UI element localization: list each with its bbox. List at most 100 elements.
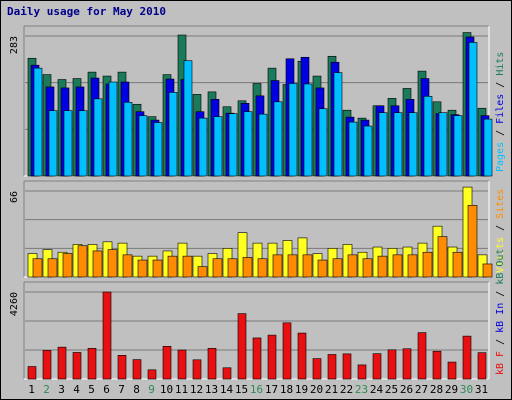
day-label: 18 — [280, 383, 293, 396]
visits-sites-bar-sites — [272, 254, 283, 278]
kb-legend-1: / — [495, 333, 506, 351]
day-label: 2 — [43, 383, 50, 396]
kb-bar-kb — [42, 350, 52, 380]
day-label: 25 — [385, 383, 398, 396]
day-label: 7 — [118, 383, 125, 396]
visits-sites-bar-sites — [212, 258, 223, 278]
kb-bar-kb — [87, 348, 97, 380]
kb-bar-kb — [417, 332, 427, 380]
hits-files-pages-legend-2: Files — [495, 94, 506, 124]
visits-sites-bar-sites — [107, 249, 118, 278]
hits-files-pages-ymax-label: 283 — [9, 36, 20, 54]
kb-bar-kb — [267, 334, 277, 380]
day-label: 15 — [235, 383, 248, 396]
chart-title: Daily usage for May 2010 — [7, 5, 166, 18]
kb-bar-kb — [222, 367, 232, 380]
visits-sites-bar-sites — [167, 255, 178, 278]
kb-legend-0: kB F — [495, 351, 506, 375]
hits-files-pages-bar-pages — [123, 101, 133, 177]
visits-sites-legend-1: / — [495, 219, 506, 237]
kb-bar-kb — [237, 313, 247, 380]
kb-legend-3: / — [495, 285, 506, 303]
day-label: 1 — [28, 383, 35, 396]
kb-bar-kb — [207, 348, 217, 380]
hits-files-pages-legend-4: Hits — [495, 52, 506, 76]
visits-sites-bar-sites — [77, 245, 88, 278]
hits-files-pages-bar-pages — [138, 115, 148, 177]
kb-bar-kb — [462, 335, 472, 380]
hits-files-pages-bar-pages — [288, 83, 298, 177]
kb-bar-kb — [432, 350, 442, 380]
kb-bar-kb — [312, 358, 322, 380]
visits-sites-bar-sites — [122, 254, 133, 278]
hits-files-pages-bar-pages — [363, 125, 373, 177]
day-label: 26 — [400, 383, 413, 396]
hits-files-pages-legend-0: Pages — [495, 142, 506, 172]
day-label: 22 — [340, 383, 353, 396]
visits-sites-bar-sites — [302, 254, 313, 278]
day-label: 8 — [133, 383, 140, 396]
hits-files-pages-bar-pages — [153, 122, 163, 177]
kb-bar-kb — [447, 361, 457, 380]
day-label: 5 — [88, 383, 95, 396]
kb-bar-kb — [117, 355, 127, 380]
hits-files-pages-bar-pages — [198, 117, 208, 177]
hits-files-pages-bar-pages — [33, 67, 43, 177]
hits-files-pages-bar-pages — [303, 83, 313, 177]
visits-sites-bar-sites — [242, 257, 253, 278]
hits-files-pages-bar-pages — [483, 118, 493, 177]
hits-files-pages-bar-pages — [243, 111, 253, 177]
kb-bar-kb — [72, 352, 82, 380]
visits-sites-bar-sites — [197, 266, 208, 278]
visits-sites-bar-sites — [182, 255, 193, 278]
visits-sites-bar-sites — [482, 263, 493, 278]
visits-sites-bar-sites — [257, 258, 268, 278]
visits-sites-legend-2: Sites — [495, 189, 506, 219]
hits-files-pages-bar-pages — [228, 113, 238, 177]
kb-legend-4: kB Out — [495, 249, 506, 285]
hits-files-pages-bar-pages — [213, 116, 223, 177]
kb-bar-kb — [192, 359, 202, 380]
kb-bar-kb — [57, 346, 67, 380]
day-label: 9 — [148, 383, 155, 396]
kb-bar-kb — [252, 337, 262, 380]
day-label: 3 — [58, 383, 65, 396]
hits-files-pages-bar-pages — [93, 98, 103, 177]
hits-files-pages-bar-pages — [453, 115, 463, 177]
hits-files-pages-legend: Pages / Files / Hits — [495, 52, 506, 172]
hits-files-pages-legend-1: / — [495, 124, 506, 142]
hits-files-pages-bar-pages — [468, 42, 478, 177]
visits-sites-bar-visits — [237, 232, 248, 278]
visits-sites-bar-sites — [347, 254, 358, 278]
day-label: 14 — [220, 383, 234, 396]
visits-sites-bar-sites — [47, 258, 58, 278]
hits-files-pages-bar-pages — [63, 110, 73, 177]
visits-sites-bar-sites — [467, 205, 478, 278]
day-label: 28 — [430, 383, 443, 396]
day-label: 6 — [103, 383, 110, 396]
kb-bar-kb — [27, 366, 37, 380]
day-label: 31 — [475, 383, 488, 396]
kb-bar-kb — [477, 352, 487, 380]
kb-legend: kB F / kB In / kB Out — [495, 249, 506, 375]
day-label: 30 — [460, 383, 473, 396]
visits-sites-bar-sites — [92, 250, 103, 278]
visits-sites-bar-sites — [317, 259, 328, 278]
kb-bar-kb — [282, 322, 292, 380]
hits-files-pages-legend-3: / — [495, 76, 506, 94]
hits-files-pages-bar-pages — [258, 113, 268, 177]
kb-bar-kb — [357, 364, 367, 380]
day-label: 12 — [190, 383, 203, 396]
visits-sites-bar-sites — [332, 258, 343, 278]
visits-sites-bar-sites — [227, 258, 238, 278]
hits-files-pages-bar-pages — [78, 110, 88, 177]
kb-bar-kb — [297, 332, 307, 380]
day-label: 17 — [265, 383, 278, 396]
day-label: 20 — [310, 383, 323, 396]
visits-sites-legend: Visits / Sites — [495, 189, 506, 273]
kb-bar-kb — [102, 291, 112, 380]
visits-sites-bar-sites — [62, 253, 73, 278]
visits-sites-bar-sites — [422, 251, 433, 278]
kb-ymax-label: 4260 — [9, 292, 20, 316]
